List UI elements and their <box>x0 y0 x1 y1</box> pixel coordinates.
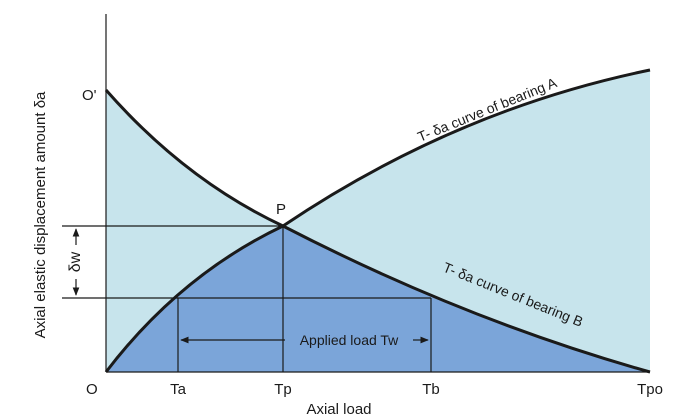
intersection-label: P <box>276 201 286 218</box>
applied-load-label-bg <box>287 330 411 350</box>
y-axis-title: Axial elastic displacement amount δa <box>32 91 49 338</box>
tick-ta: Ta <box>170 381 187 398</box>
x-axis-title: Axial load <box>306 401 371 418</box>
delta-w-label: δw <box>67 251 84 272</box>
origin-prime-label: O' <box>82 87 97 104</box>
tick-tpo: Tpo <box>637 381 663 398</box>
curve-bearing-b <box>104 89 651 374</box>
curve-bearing-a <box>104 68 651 373</box>
origin-label: O <box>86 381 98 398</box>
region-dark <box>106 226 650 372</box>
tick-tp: Tp <box>274 381 292 398</box>
tick-tb: Tb <box>422 381 440 398</box>
applied-load-label: Applied load Tw <box>300 332 399 348</box>
